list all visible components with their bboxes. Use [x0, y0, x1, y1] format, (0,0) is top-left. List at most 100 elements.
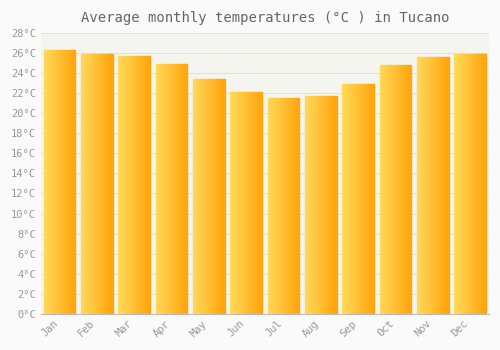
Bar	[184, 64, 186, 314]
Bar	[44, 50, 46, 314]
Bar	[321, 96, 322, 314]
Bar	[397, 65, 398, 314]
Bar	[139, 56, 140, 314]
Bar	[100, 54, 102, 314]
Bar	[447, 57, 449, 314]
Bar	[46, 50, 47, 314]
Bar	[287, 98, 288, 314]
Bar	[293, 98, 294, 314]
Bar	[382, 65, 383, 314]
Bar	[322, 96, 324, 314]
Bar	[432, 57, 433, 314]
Bar	[284, 98, 285, 314]
Bar	[102, 54, 103, 314]
Bar	[313, 96, 314, 314]
Bar	[364, 84, 366, 314]
Bar	[260, 92, 262, 314]
Bar	[434, 57, 436, 314]
Bar	[194, 79, 196, 314]
Bar	[442, 57, 444, 314]
Bar	[290, 98, 292, 314]
Bar	[256, 92, 258, 314]
Bar	[328, 96, 329, 314]
Bar	[441, 57, 442, 314]
Bar	[201, 79, 202, 314]
Bar	[222, 79, 223, 314]
Bar	[58, 50, 59, 314]
Bar	[54, 50, 55, 314]
Bar	[330, 96, 332, 314]
Bar	[130, 56, 131, 314]
Bar	[200, 79, 201, 314]
Bar	[198, 79, 200, 314]
Bar	[123, 56, 125, 314]
Bar	[332, 96, 334, 314]
Bar	[439, 57, 441, 314]
Bar	[72, 50, 74, 314]
Bar	[402, 65, 404, 314]
Bar	[274, 98, 276, 314]
Bar	[298, 98, 300, 314]
Bar	[383, 65, 384, 314]
Bar	[308, 96, 310, 314]
Bar	[417, 57, 418, 314]
Bar	[444, 57, 446, 314]
Bar	[458, 54, 459, 314]
Bar	[212, 79, 214, 314]
Bar	[329, 96, 330, 314]
Bar	[186, 64, 188, 314]
Bar	[209, 79, 210, 314]
Bar	[358, 84, 360, 314]
Bar	[240, 92, 242, 314]
Bar	[396, 65, 397, 314]
Bar	[193, 79, 194, 314]
Bar	[344, 84, 346, 314]
Bar	[464, 54, 466, 314]
Bar	[160, 64, 162, 314]
Bar	[400, 65, 402, 314]
Bar	[251, 92, 252, 314]
Bar	[362, 84, 363, 314]
Bar	[433, 57, 434, 314]
Bar	[254, 92, 256, 314]
Bar	[460, 54, 462, 314]
Bar	[246, 92, 248, 314]
Bar	[334, 96, 335, 314]
Bar	[84, 54, 86, 314]
Bar	[168, 64, 170, 314]
Bar	[52, 50, 54, 314]
Bar	[166, 64, 167, 314]
Bar	[178, 64, 180, 314]
Bar	[234, 92, 235, 314]
Bar	[347, 84, 348, 314]
Bar	[392, 65, 394, 314]
Bar	[470, 54, 472, 314]
Bar	[120, 56, 122, 314]
Bar	[350, 84, 352, 314]
Bar	[238, 92, 240, 314]
Bar	[202, 79, 204, 314]
Bar	[356, 84, 358, 314]
Bar	[208, 79, 209, 314]
Bar	[56, 50, 58, 314]
Bar	[404, 65, 405, 314]
Bar	[371, 84, 372, 314]
Bar	[98, 54, 100, 314]
Bar	[196, 79, 198, 314]
Bar	[125, 56, 126, 314]
Bar	[175, 64, 176, 314]
Bar	[68, 50, 69, 314]
Bar	[438, 57, 439, 314]
Bar	[218, 79, 220, 314]
Bar	[398, 65, 400, 314]
Bar	[48, 50, 50, 314]
Bar	[279, 98, 280, 314]
Bar	[159, 64, 160, 314]
Bar	[104, 54, 105, 314]
Bar	[326, 96, 328, 314]
Bar	[90, 54, 92, 314]
Bar	[426, 57, 428, 314]
Bar	[243, 92, 244, 314]
Bar	[305, 96, 306, 314]
Bar	[182, 64, 184, 314]
